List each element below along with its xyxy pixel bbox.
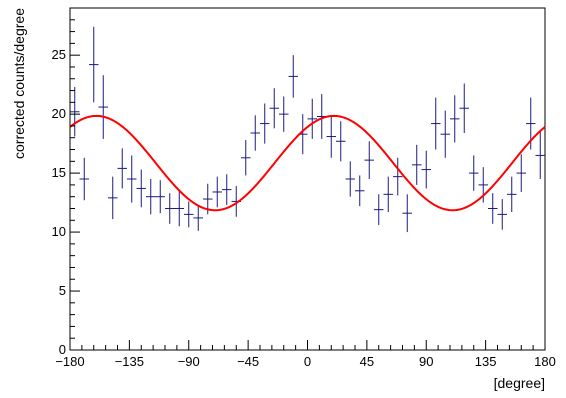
y-axis-title: corrected counts/degree (11, 8, 27, 159)
data-point (326, 115, 336, 158)
x-axis-title: [degree] (494, 375, 545, 391)
data-point (117, 148, 127, 189)
data-points (70, 26, 545, 233)
data-point (450, 95, 460, 143)
data-point (431, 97, 441, 150)
data-point (89, 26, 99, 103)
data-point (193, 204, 203, 231)
y-tick-label: 25 (52, 47, 66, 62)
y-tick-label: 20 (52, 106, 66, 121)
data-point (260, 103, 270, 144)
data-point (98, 75, 108, 139)
y-tick-label: 15 (52, 165, 66, 180)
data-point (184, 201, 194, 228)
data-point (146, 179, 156, 215)
data-point (412, 144, 422, 185)
data-point (488, 193, 498, 224)
data-point (241, 140, 251, 176)
data-point (307, 98, 317, 139)
fit-curve (69, 114, 546, 212)
data-point (279, 96, 289, 132)
data-point (440, 110, 450, 158)
data-point (212, 176, 222, 208)
data-point (355, 175, 365, 207)
data-point (469, 155, 479, 191)
x-tick-label: −135 (115, 354, 144, 369)
data-point (79, 157, 89, 201)
y-tick-label: 10 (52, 224, 66, 239)
x-tick-label: 0 (304, 354, 311, 369)
data-point (393, 157, 403, 196)
data-point (269, 88, 279, 129)
y-axis: 0 5 10 15 20 25 (52, 7, 80, 357)
data-point (383, 176, 393, 213)
data-point (374, 194, 384, 225)
x-tick-label: 45 (360, 354, 374, 369)
data-point (402, 194, 412, 233)
y-tick-label: 0 (59, 342, 66, 357)
data-point (336, 121, 346, 162)
data-point (165, 193, 175, 224)
data-point (288, 55, 298, 98)
data-point (364, 141, 374, 179)
x-tick-label: −180 (55, 354, 84, 369)
data-point (250, 115, 260, 151)
data-point (507, 176, 517, 213)
data-point (70, 87, 80, 137)
data-point (136, 169, 146, 208)
data-point (535, 131, 545, 179)
x-tick-label: −90 (178, 354, 200, 369)
data-point (155, 180, 165, 214)
data-point (497, 199, 507, 230)
x-tick-label: 90 (419, 354, 433, 369)
x-tick-label: 135 (475, 354, 497, 369)
data-point (421, 150, 431, 189)
x-axis: −180 −135 −90 −45 0 45 90 135 180 (55, 340, 556, 369)
y-tick-label: 5 (59, 283, 66, 298)
x-tick-label: −45 (237, 354, 259, 369)
data-point (516, 154, 526, 192)
data-point (127, 155, 137, 203)
fit-curve-group (69, 114, 546, 212)
data-point (174, 190, 184, 227)
data-point (108, 176, 118, 220)
data-point (459, 83, 469, 134)
x-tick-label: 180 (534, 354, 556, 369)
data-point (222, 174, 232, 205)
data-point (345, 161, 355, 197)
